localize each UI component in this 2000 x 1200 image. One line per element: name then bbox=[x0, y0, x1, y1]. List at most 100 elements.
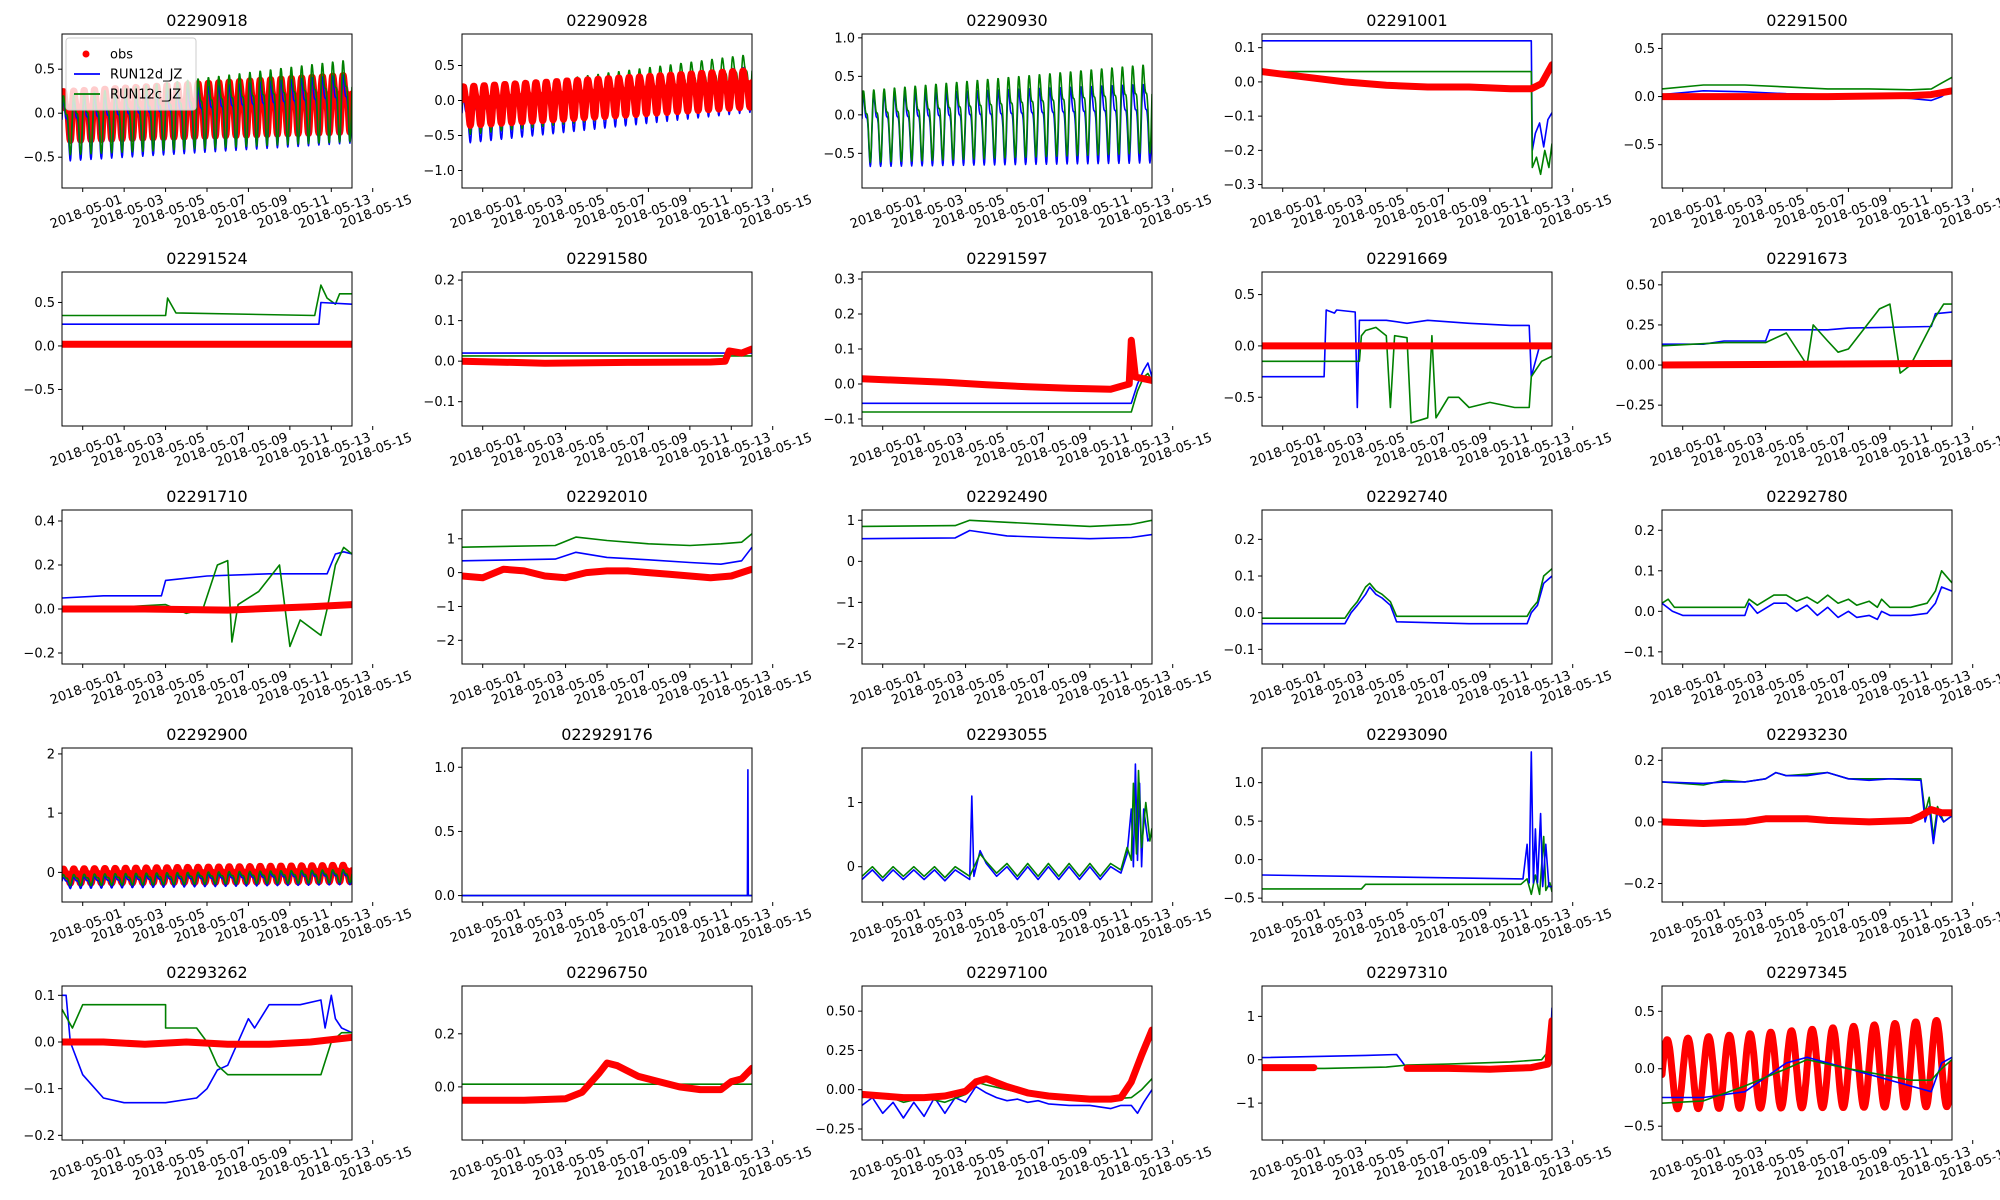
y-tick-label: −0.25 bbox=[815, 1123, 855, 1138]
y-tick-label: 0.0 bbox=[1234, 339, 1255, 354]
RUN12d_JZ-line bbox=[862, 1085, 1152, 1119]
subplot-02291524: 02291524−0.50.00.52018-05-012018-05-0320… bbox=[23, 249, 414, 470]
y-tick-label: −0.1 bbox=[423, 395, 455, 410]
y-tick-label: 0.5 bbox=[434, 825, 455, 840]
obs-markers-series bbox=[62, 861, 352, 887]
y-tick-label: 1 bbox=[447, 532, 455, 547]
subplot-title: 02291710 bbox=[166, 487, 247, 506]
RUN12c_JZ-line bbox=[1662, 76, 1952, 91]
y-tick-label: 0.5 bbox=[1634, 1005, 1655, 1020]
y-tick-label: 0.1 bbox=[434, 314, 455, 329]
subplot-title: 02292740 bbox=[1366, 487, 1447, 506]
y-tick-label: −0.5 bbox=[1223, 391, 1255, 406]
obs-markers-series bbox=[462, 345, 752, 367]
y-tick-label: 1.0 bbox=[434, 761, 455, 776]
y-tick-label: −0.5 bbox=[1223, 892, 1255, 907]
obs-markers-series bbox=[1662, 806, 1952, 827]
y-tick-label: −0.2 bbox=[23, 1129, 55, 1144]
y-tick-label: −0.5 bbox=[823, 147, 855, 162]
RUN12c_JZ-line bbox=[862, 64, 1152, 164]
RUN12d_JZ-line bbox=[862, 763, 1152, 882]
RUN12c_JZ-line bbox=[862, 372, 1152, 413]
plot-area bbox=[462, 1059, 752, 1104]
obs-markers-series bbox=[1662, 87, 1952, 101]
y-tick-label: 0.25 bbox=[1626, 318, 1655, 333]
subplot-02292740: 02292740−0.10.00.10.22018-05-012018-05-0… bbox=[1223, 487, 1614, 708]
y-tick-label: 0.0 bbox=[1634, 605, 1655, 620]
axes-frame bbox=[61, 985, 353, 1141]
y-tick-label: 0.00 bbox=[826, 1083, 855, 1098]
y-tick-label: 1 bbox=[847, 514, 855, 529]
y-tick-label: −2 bbox=[836, 637, 855, 652]
y-tick-label: −0.2 bbox=[1623, 877, 1655, 892]
legend-label: RUN12d_JZ bbox=[110, 68, 182, 83]
plot-area bbox=[1262, 751, 1552, 896]
subplot-title: 02297310 bbox=[1366, 963, 1447, 982]
axes-frame bbox=[461, 271, 753, 427]
y-tick-label: 0.0 bbox=[34, 1036, 55, 1051]
subplot-title: 02296750 bbox=[566, 963, 647, 982]
plot-area bbox=[62, 60, 352, 162]
y-tick-label: 0.1 bbox=[34, 989, 55, 1004]
RUN12d_JZ-line bbox=[1662, 311, 1952, 345]
plot-area bbox=[62, 546, 352, 648]
subplot-title: 02293262 bbox=[166, 963, 247, 982]
y-tick-label: 2 bbox=[47, 747, 55, 762]
plot-area bbox=[862, 64, 1152, 168]
y-tick-label: −0.5 bbox=[1623, 138, 1655, 153]
y-tick-label: 0.5 bbox=[34, 296, 55, 311]
obs-markers-series bbox=[1262, 61, 1552, 93]
y-tick-label: 0.0 bbox=[434, 94, 455, 109]
y-tick-label: 0 bbox=[47, 866, 55, 881]
y-tick-label: −0.5 bbox=[23, 151, 55, 166]
legend: obs RUN12d_JZ RUN12c_JZ bbox=[65, 37, 197, 111]
plot-area bbox=[62, 861, 352, 890]
y-tick-label: −1 bbox=[1236, 1097, 1255, 1112]
RUN12d_JZ-line bbox=[1262, 309, 1552, 409]
obs-markers-series bbox=[862, 1026, 1152, 1103]
axes-frame bbox=[861, 985, 1153, 1141]
subplot-02296750: 022967500.00.22018-05-012018-05-032018-0… bbox=[434, 963, 814, 1184]
y-tick-label: 0 bbox=[847, 555, 855, 570]
y-tick-label: 0.1 bbox=[834, 343, 855, 358]
obs-markers-series bbox=[62, 601, 352, 614]
y-tick-label: 0.2 bbox=[434, 1027, 455, 1042]
subplot-title: 02292780 bbox=[1766, 487, 1847, 506]
y-tick-label: 0.0 bbox=[34, 339, 55, 354]
RUN12d_JZ-line bbox=[462, 769, 752, 897]
obs-markers-series bbox=[62, 1033, 352, 1048]
y-tick-label: 0.0 bbox=[1234, 606, 1255, 621]
y-tick-label: −1.0 bbox=[423, 164, 455, 179]
RUN12c_JZ-line bbox=[62, 60, 352, 156]
RUN12d_JZ-line bbox=[1262, 575, 1552, 625]
subplot-02291500: 02291500−0.50.00.52018-05-012018-05-0320… bbox=[1623, 11, 2000, 232]
RUN12d_JZ-line bbox=[62, 551, 352, 599]
RUN12d_JZ-line bbox=[62, 301, 352, 325]
y-tick-label: 0.0 bbox=[834, 108, 855, 123]
y-tick-label: 0.0 bbox=[1634, 815, 1655, 830]
axes-frame bbox=[61, 271, 353, 427]
subplot-02292010: 02292010−2−1012018-05-012018-05-032018-0… bbox=[436, 487, 815, 708]
y-tick-label: 1 bbox=[47, 807, 55, 822]
subplot-title: 02293090 bbox=[1366, 725, 1447, 744]
y-tick-label: −0.1 bbox=[1223, 643, 1255, 658]
RUN12c_JZ-line bbox=[1662, 303, 1952, 374]
subplot-02290930: 02290930−0.50.00.51.02018-05-012018-05-0… bbox=[823, 11, 1214, 232]
RUN12c_JZ-line bbox=[62, 284, 352, 317]
y-tick-label: 0.1 bbox=[1234, 570, 1255, 585]
subplot-title: 02291673 bbox=[1766, 249, 1847, 268]
RUN12c_JZ-line bbox=[1662, 1058, 1952, 1104]
subplot-title: 02290928 bbox=[566, 11, 647, 30]
subplot-02291001: 02291001−0.3−0.2−0.10.00.12018-05-012018… bbox=[1223, 11, 1614, 232]
plot-area bbox=[1662, 76, 1952, 102]
y-tick-label: −0.1 bbox=[823, 413, 855, 428]
obs-markers-series bbox=[462, 67, 752, 129]
subplot-title: 02291597 bbox=[966, 249, 1047, 268]
axes-frame bbox=[1661, 271, 1953, 427]
axes-frame bbox=[1261, 33, 1553, 189]
y-tick-label: 0.0 bbox=[1634, 1062, 1655, 1077]
RUN12c_JZ-line bbox=[462, 533, 752, 548]
RUN12d_JZ-line bbox=[1262, 40, 1552, 152]
plot-area bbox=[862, 519, 1152, 540]
RUN12c_JZ-line bbox=[1662, 771, 1952, 839]
